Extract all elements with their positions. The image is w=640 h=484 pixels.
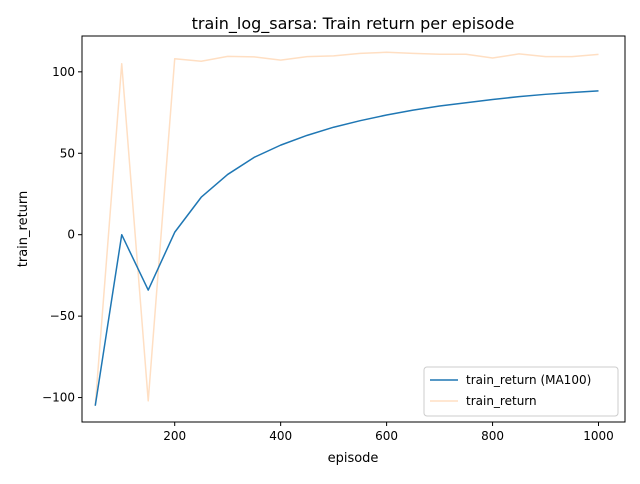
legend: train_return (MA100) train_return <box>423 366 619 417</box>
legend-label-1: train_return <box>466 394 537 408</box>
y-axis-label: train_return <box>16 191 31 268</box>
x-tick-label: 1000 <box>583 429 614 443</box>
x-axis-ticks: 200 400 600 800 1000 <box>163 422 614 443</box>
x-tick-label: 600 <box>375 429 398 443</box>
legend-label-0: train_return (MA100) <box>466 373 591 387</box>
x-tick-label: 400 <box>269 429 292 443</box>
y-tick-label: −100 <box>42 391 75 405</box>
y-tick-label: −50 <box>50 309 75 323</box>
x-tick-label: 200 <box>163 429 186 443</box>
y-tick-label: 0 <box>67 228 75 242</box>
series-line-1 <box>94 51 599 406</box>
x-axis-label: episode <box>328 451 379 466</box>
x-tick-label: 800 <box>481 429 504 443</box>
y-tick-label: 100 <box>52 65 75 79</box>
chart-title: train_log_sarsa: Train return per episod… <box>192 14 515 34</box>
series-layer <box>94 51 599 406</box>
y-axis-ticks: −100 −50 0 50 100 <box>42 65 82 405</box>
y-tick-label: 50 <box>60 146 75 160</box>
plot-frame <box>81 35 626 423</box>
series-line-0 <box>94 90 599 406</box>
legend-box <box>423 366 619 417</box>
